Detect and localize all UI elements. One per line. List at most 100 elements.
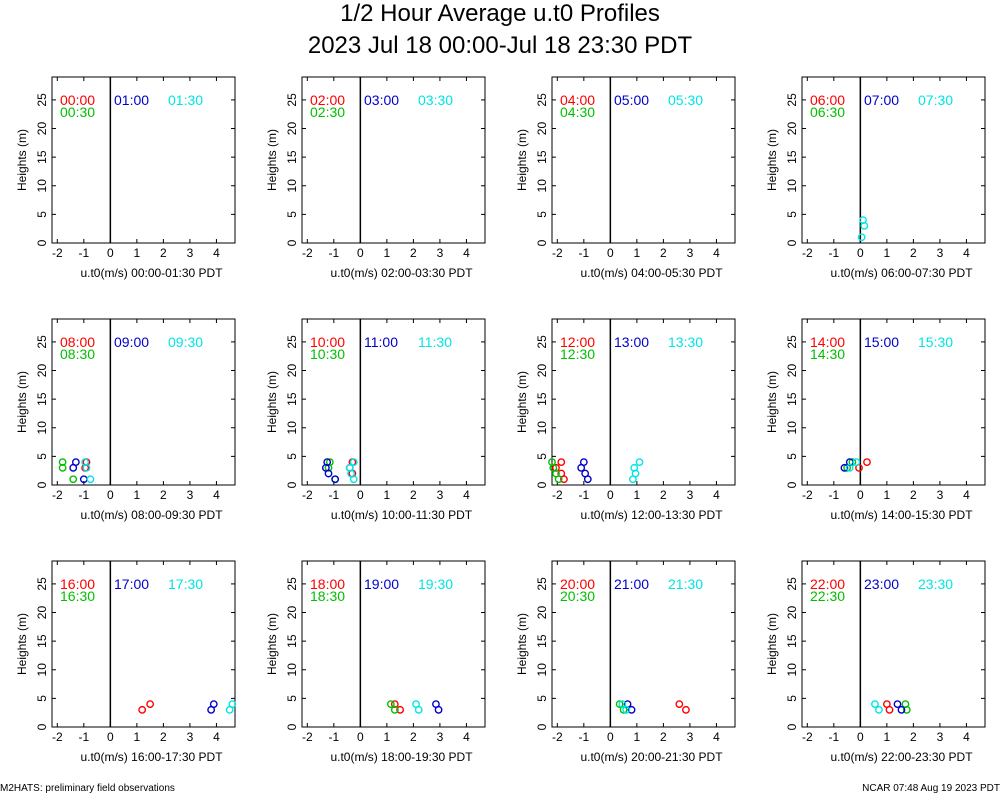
x-axis-label: u.t0(m/s) 08:00-09:30 PDT [80, 508, 223, 522]
x-tick-label: 0 [607, 246, 614, 260]
data-point [857, 233, 866, 242]
series-label: 06:30 [810, 104, 845, 120]
profile-panel: -2 -1 0 1 2 3 4 0 5 10 15 20 25 Heights (m) u.t0(m/s) … [265, 76, 486, 280]
y-tick-label: 15 [785, 150, 799, 164]
x-tick-label: -2 [552, 488, 563, 502]
y-axis-label: Heights (m) [765, 613, 779, 675]
data-point [583, 475, 592, 484]
y-tick-label: 25 [35, 335, 49, 349]
x-tick-label: 3 [187, 246, 194, 260]
y-tick-label: 20 [535, 606, 549, 620]
y-tick-label: 5 [35, 211, 49, 218]
series-label: 02:00 [310, 92, 345, 108]
x-tick-label: 3 [437, 730, 444, 744]
y-tick-label: 10 [35, 663, 49, 677]
x-tick-label: 3 [937, 488, 944, 502]
x-tick-label: -2 [802, 730, 813, 744]
y-axis-label: Heights (m) [265, 129, 279, 191]
x-tick-label: 2 [410, 246, 417, 260]
y-tick-label: 0 [535, 723, 549, 730]
x-tick-label: 1 [134, 730, 141, 744]
data-point [69, 475, 78, 484]
x-tick-label: 4 [463, 488, 470, 502]
x-tick-label: -2 [802, 246, 813, 260]
plot-frame [301, 560, 486, 728]
x-axis-label: u.t0(m/s) 14:00-15:30 PDT [830, 508, 973, 522]
x-tick-label: 3 [187, 730, 194, 744]
y-tick-label: 20 [285, 364, 299, 378]
x-tick-label: 0 [857, 246, 864, 260]
series-label: 01:00 [114, 92, 149, 108]
plot-frame [51, 318, 236, 486]
y-tick-label: 15 [535, 634, 549, 648]
y-tick-label: 20 [35, 364, 49, 378]
x-tick-label: 3 [937, 246, 944, 260]
y-tick-label: 20 [35, 606, 49, 620]
series-label: 07:00 [864, 92, 899, 108]
y-tick-label: 5 [785, 695, 799, 702]
series-label: 21:00 [614, 576, 649, 592]
x-axis-label: u.t0(m/s) 22:00-23:30 PDT [830, 750, 973, 764]
x-tick-label: 4 [963, 246, 970, 260]
data-point [58, 463, 67, 472]
x-tick-label: 0 [107, 246, 114, 260]
data-point [560, 475, 568, 484]
series-label: 02:30 [310, 104, 345, 120]
profile-panel: -2 -1 0 1 2 3 4 0 5 10 15 20 25 Heights (m) u.t0(m/s) … [265, 318, 486, 522]
data-point [863, 458, 871, 467]
series-label: 06:00 [810, 92, 845, 108]
series-label: 01:30 [168, 92, 203, 108]
y-tick-label: 5 [785, 211, 799, 218]
profile-panel: -2 -1 0 1 2 3 4 0 5 10 15 20 25 Heights (m) u.t0(m/s) … [515, 76, 736, 280]
plot-frame [301, 318, 486, 486]
data-point [902, 705, 911, 714]
figure-subtitle: 2023 Jul 18 00:00-Jul 18 23:30 PDT [307, 32, 693, 59]
y-axis-label: Heights (m) [15, 613, 29, 675]
x-tick-label: 2 [410, 730, 417, 744]
data-point [324, 469, 333, 478]
x-tick-label: -2 [52, 246, 63, 260]
y-tick-label: 20 [285, 606, 299, 620]
x-tick-label: 4 [213, 488, 220, 502]
data-point [618, 700, 627, 709]
y-tick-label: 20 [785, 606, 799, 620]
profile-panel: -2 -1 0 1 2 3 4 0 5 10 15 20 25 Heights (m) u.t0(m/s) … [265, 560, 486, 764]
data-point [146, 700, 155, 709]
series-label: 08:00 [60, 334, 95, 350]
series-label: 19:00 [364, 576, 399, 592]
data-point [82, 463, 91, 472]
x-tick-label: -1 [578, 246, 589, 260]
y-tick-label: 0 [785, 239, 799, 246]
data-point [386, 700, 395, 709]
data-point [138, 705, 147, 714]
x-tick-label: 0 [107, 488, 114, 502]
x-tick-label: 1 [384, 246, 391, 260]
plot-frame [301, 76, 486, 244]
y-tick-label: 15 [35, 634, 49, 648]
y-axis-label: Heights (m) [765, 371, 779, 433]
x-axis-label: u.t0(m/s) 06:00-07:30 PDT [830, 266, 973, 280]
y-tick-label: 0 [285, 481, 299, 488]
y-tick-label: 5 [535, 695, 549, 702]
y-tick-label: 15 [35, 150, 49, 164]
y-tick-label: 0 [285, 723, 299, 730]
y-tick-label: 10 [535, 421, 549, 435]
data-point [860, 221, 869, 230]
y-tick-label: 15 [35, 392, 49, 406]
y-tick-label: 20 [535, 364, 549, 378]
series-label: 21:30 [668, 576, 703, 592]
y-axis-label: Heights (m) [765, 129, 779, 191]
y-tick-label: 5 [35, 695, 49, 702]
x-tick-label: -2 [552, 730, 563, 744]
series-label: 20:30 [560, 588, 595, 604]
y-tick-label: 10 [785, 179, 799, 193]
y-tick-label: 25 [285, 577, 299, 591]
y-tick-label: 25 [35, 577, 49, 591]
figure-title: 1/2 Hour Average u.t0 Profiles [340, 0, 660, 27]
x-tick-label: -1 [78, 730, 89, 744]
profile-panel: -2 -1 0 1 2 3 4 0 5 10 15 20 25 Heights (m) u.t0(m/s) … [15, 76, 236, 280]
y-tick-label: 10 [535, 663, 549, 677]
x-tick-label: 4 [213, 246, 220, 260]
x-tick-label: -2 [52, 488, 63, 502]
